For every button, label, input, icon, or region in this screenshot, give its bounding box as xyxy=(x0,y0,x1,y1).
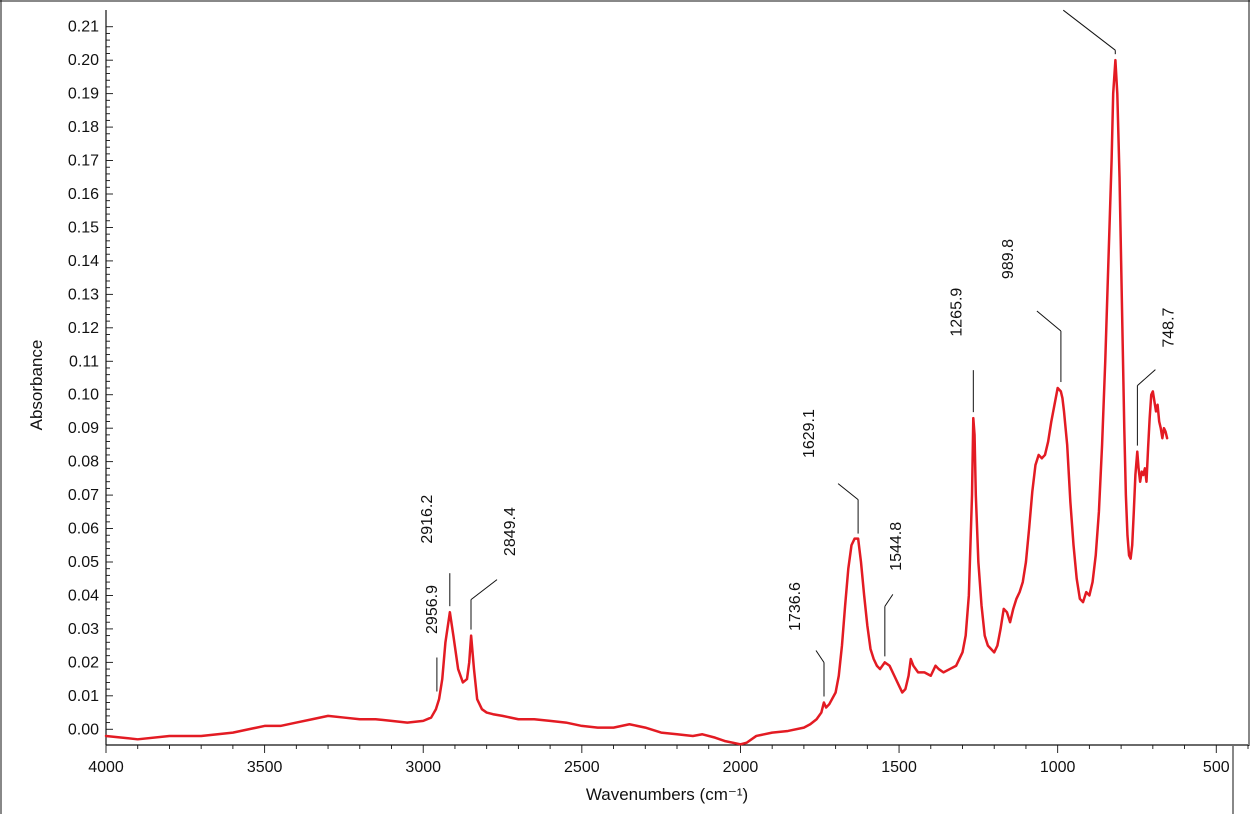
peak-label-connector xyxy=(815,650,825,663)
x-tick-label: 2500 xyxy=(564,759,600,776)
x-tick-label: 2000 xyxy=(723,759,759,776)
peak-label-connector xyxy=(837,483,859,500)
peak-label-text: 2956.9 xyxy=(424,585,441,634)
peak-label-text: 989.8 xyxy=(1000,239,1017,279)
y-tick-label: 0.18 xyxy=(68,119,99,136)
y-tick-label: 0.11 xyxy=(69,353,99,370)
x-tick-label: 3500 xyxy=(247,759,283,776)
y-tick-label: 0.20 xyxy=(68,52,99,69)
spectrum-line xyxy=(104,58,1169,746)
y-tick-label: 0.14 xyxy=(68,253,99,270)
x-tick-label: 3000 xyxy=(405,759,441,776)
y-tick-label: 0.01 xyxy=(68,688,99,705)
y-tick-label: 0.03 xyxy=(68,621,99,638)
y-tick-label: 0.06 xyxy=(68,521,99,538)
axis-layer: 0.00 0.01 0.02 0.03 0.04 0.05 0.06 0.07 0.08 0.09… xyxy=(68,10,1249,776)
peak-label-text: 748.7 xyxy=(1160,307,1177,347)
y-tick-label: 0.10 xyxy=(68,387,99,404)
y-axis-title: Absorbance xyxy=(27,340,46,431)
peak-label-connector xyxy=(1062,9,1116,51)
y-tick-label: 0.00 xyxy=(68,721,99,738)
y-tick-label: 0.17 xyxy=(68,153,99,170)
y-tick-label: 0.15 xyxy=(68,219,99,236)
y-tick-label: 0.16 xyxy=(68,186,99,203)
peak-label-text: 1265.9 xyxy=(948,288,965,337)
peak-label-text: 2916.2 xyxy=(419,495,436,544)
x-tick-label: 1000 xyxy=(1040,759,1076,776)
x-tick-label: 500 xyxy=(1203,759,1230,776)
peak-label-connector xyxy=(1036,310,1062,332)
peak-label-connector xyxy=(1137,369,1156,386)
peak-label-text: 1736.6 xyxy=(787,582,804,631)
y-tick-label: 0.09 xyxy=(68,420,99,437)
peak-label-connector xyxy=(884,594,894,607)
y-tick-label: 0.19 xyxy=(68,86,99,103)
x-tick-label: 1500 xyxy=(881,759,917,776)
y-tick-label: 0.04 xyxy=(68,587,99,604)
y-tick-label: 0.07 xyxy=(68,487,99,504)
x-axis-title: Wavenumbers (cm⁻¹) xyxy=(586,785,748,804)
y-tick-label: 0.05 xyxy=(68,554,99,571)
y-tick-label: 0.02 xyxy=(68,654,99,671)
x-tick-label: 4000 xyxy=(88,759,124,776)
peak-label-text: 2849.4 xyxy=(502,507,519,556)
y-tick-label: 0.13 xyxy=(68,286,99,303)
peak-label-connector xyxy=(470,579,498,600)
peak-label-text: 1544.8 xyxy=(888,522,905,571)
peak-label-text: 1629.1 xyxy=(801,409,818,458)
y-tick-label: 0.08 xyxy=(68,454,99,471)
y-tick-label: 0.21 xyxy=(68,19,99,36)
series-layer xyxy=(104,58,1169,746)
y-tick-label: 0.12 xyxy=(68,320,99,337)
annotation-layer: 2956.9 2916.2 2849.4 1736.6 1629.1 1544.8 1265… xyxy=(419,0,1177,697)
